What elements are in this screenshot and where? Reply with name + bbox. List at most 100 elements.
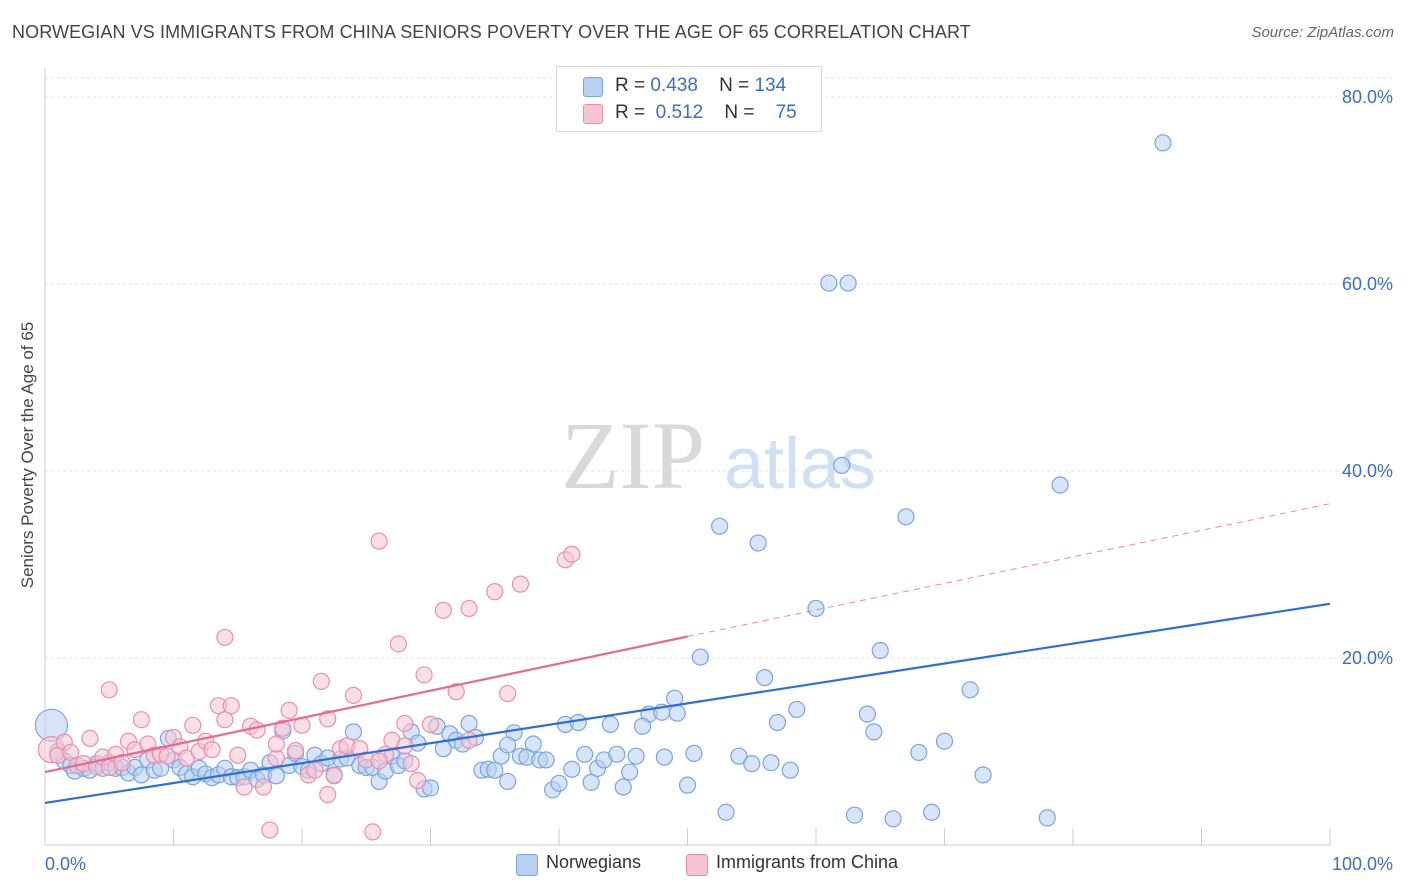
r-label: R = xyxy=(615,75,646,96)
data-point-china xyxy=(486,583,504,601)
data-point-norwegians xyxy=(961,681,979,699)
trend-line-china-extension xyxy=(687,503,1331,637)
data-point-china xyxy=(222,697,240,715)
legend-label-china: Immigrants from China xyxy=(716,852,899,872)
r-value-norwegians: 0.438 xyxy=(650,75,698,96)
data-point-norwegians xyxy=(421,779,440,797)
data-point-norwegians xyxy=(655,748,673,766)
data-point-norwegians xyxy=(550,774,568,792)
trend-lines xyxy=(44,503,1331,805)
data-point-norwegians xyxy=(858,705,877,723)
data-point-china xyxy=(319,785,337,804)
data-point-norwegians xyxy=(267,767,285,785)
data-point-china xyxy=(158,747,176,765)
legend-swatch-china xyxy=(686,854,708,876)
data-point-norwegians xyxy=(923,803,941,821)
data-point-norwegians xyxy=(865,723,883,741)
data-point-china xyxy=(312,672,330,690)
data-point-norwegians xyxy=(1051,476,1069,494)
data-point-norwegians xyxy=(768,713,787,732)
data-point-china xyxy=(319,710,337,728)
data-point-china xyxy=(364,823,382,841)
data-point-china xyxy=(344,686,362,705)
y-tick-label: 60.0% xyxy=(1342,274,1393,294)
data-point-china xyxy=(421,715,440,733)
data-point-norwegians xyxy=(820,274,838,292)
data-point-norwegians xyxy=(833,456,851,474)
data-point-china xyxy=(132,711,150,729)
data-point-china xyxy=(460,599,478,618)
data-point-norwegians xyxy=(569,713,587,732)
legend-label-norwegians: Norwegians xyxy=(546,852,642,872)
data-point-norwegians xyxy=(730,747,748,765)
y-axis-label: Seniors Poverty Over the Age of 65 xyxy=(18,321,37,589)
series-china xyxy=(37,532,581,841)
watermark: ZIP atlas xyxy=(561,402,876,509)
data-point-norwegians xyxy=(749,534,767,552)
data-point-norwegians xyxy=(582,773,600,791)
data-point-norwegians xyxy=(1038,809,1056,827)
data-point-norwegians xyxy=(668,704,686,722)
data-point-norwegians xyxy=(499,772,517,791)
data-point-china xyxy=(409,771,427,790)
data-point-china xyxy=(396,714,414,733)
data-point-norwegians xyxy=(486,761,504,779)
data-point-norwegians xyxy=(910,743,928,762)
stats-legend: R = 0.438 N = 134 R = 0.512 N = 75 xyxy=(556,66,822,132)
series-legend: Norwegians Immigrants from China xyxy=(0,852,1406,878)
data-point-norwegians xyxy=(601,715,620,733)
data-point-china xyxy=(216,711,234,729)
data-point-norwegians xyxy=(974,766,992,784)
data-point-norwegians xyxy=(608,745,626,763)
data-point-china xyxy=(229,746,247,764)
data-point-norwegians xyxy=(755,669,774,687)
data-point-china xyxy=(248,721,266,739)
swatch-norwegians xyxy=(583,77,603,97)
data-point-norwegians xyxy=(788,700,806,719)
source-label: Source: ZipAtlas.com xyxy=(1251,24,1394,41)
data-point-norwegians xyxy=(499,736,517,754)
data-point-china xyxy=(499,684,517,703)
data-point-china xyxy=(274,719,292,737)
data-point-china xyxy=(370,532,388,550)
data-point-norwegians xyxy=(563,760,581,778)
data-point-china xyxy=(415,666,433,684)
data-point-china xyxy=(402,755,420,773)
data-point-norwegians xyxy=(845,806,864,824)
data-point-china xyxy=(325,767,343,785)
data-point-norwegians xyxy=(935,732,954,750)
tick-labels: 20.0% 40.0% 60.0% 80.0% 0.0% 100.0% xyxy=(45,87,1393,874)
data-point-china xyxy=(216,628,234,647)
data-point-china xyxy=(306,761,324,779)
data-point-norwegians xyxy=(781,761,799,779)
watermark-zip: ZIP xyxy=(561,402,705,509)
data-point-china xyxy=(389,635,407,653)
data-point-china xyxy=(235,778,253,796)
n-value-norwegians: 134 xyxy=(754,75,787,96)
data-point-norwegians xyxy=(711,517,729,535)
data-point-norwegians xyxy=(678,776,697,794)
data-point-china xyxy=(447,683,465,701)
data-point-china xyxy=(286,741,305,760)
trend-line-norwegians xyxy=(44,602,1331,805)
data-point-norwegians xyxy=(524,735,542,753)
data-point-norwegians xyxy=(1154,134,1172,152)
data-point-norwegians xyxy=(621,763,639,781)
n-value-china: 75 xyxy=(775,102,797,123)
n-label: N = xyxy=(724,102,755,123)
data-point-china xyxy=(460,731,478,749)
data-point-china xyxy=(184,716,202,734)
data-point-china xyxy=(261,821,279,839)
trend-line-china xyxy=(44,635,688,774)
data-point-norwegians xyxy=(627,747,645,765)
y-tick-label: 20.0% xyxy=(1342,648,1393,668)
data-point-norwegians xyxy=(576,745,594,763)
x-tick-label: 100.0% xyxy=(1332,854,1393,874)
data-point-china xyxy=(280,701,298,719)
data-point-norwegians xyxy=(460,714,478,733)
data-point-norwegians xyxy=(839,274,857,292)
data-point-china xyxy=(563,545,581,563)
x-tick-label: 0.0% xyxy=(45,854,86,874)
data-point-norwegians xyxy=(743,755,761,773)
